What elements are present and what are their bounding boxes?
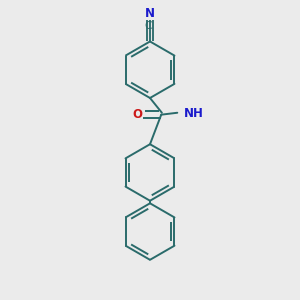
Text: C: C bbox=[145, 21, 152, 31]
Text: NH: NH bbox=[184, 107, 204, 120]
Text: O: O bbox=[133, 107, 143, 121]
Text: N: N bbox=[145, 8, 155, 20]
